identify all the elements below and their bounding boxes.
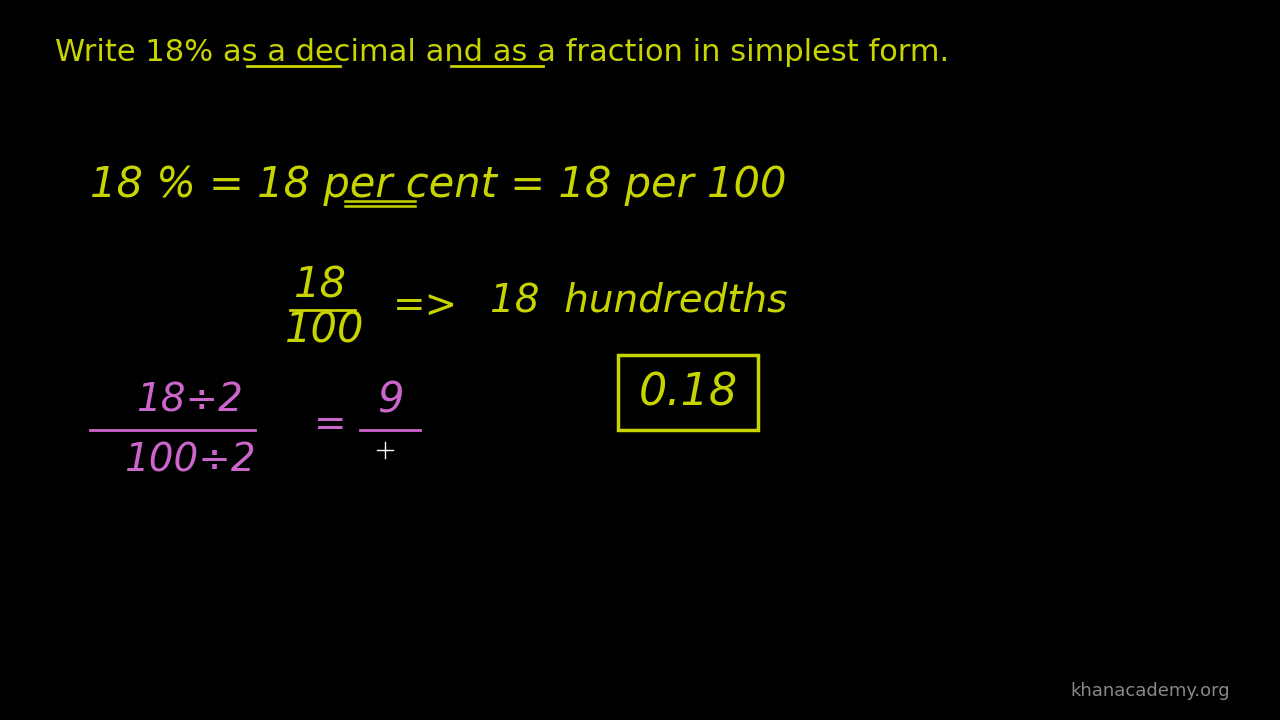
Text: 0.18: 0.18: [639, 371, 737, 414]
Text: Write 18% as a decimal and as a fraction in simplest form.: Write 18% as a decimal and as a fraction…: [55, 37, 950, 66]
Text: =: =: [314, 406, 347, 444]
Text: 9: 9: [376, 379, 403, 421]
Text: 100: 100: [285, 309, 365, 351]
Text: 18: 18: [293, 264, 347, 306]
Text: 100÷2: 100÷2: [124, 441, 256, 479]
Text: =>: =>: [393, 288, 457, 326]
Bar: [618, 355, 758, 430]
Text: 18  hundredths: 18 hundredths: [490, 281, 787, 319]
Text: 18 % = 18 per cent = 18 per 100: 18 % = 18 per cent = 18 per 100: [90, 164, 786, 206]
Text: khanacademy.org: khanacademy.org: [1070, 682, 1230, 700]
Text: 18÷2: 18÷2: [137, 381, 243, 419]
